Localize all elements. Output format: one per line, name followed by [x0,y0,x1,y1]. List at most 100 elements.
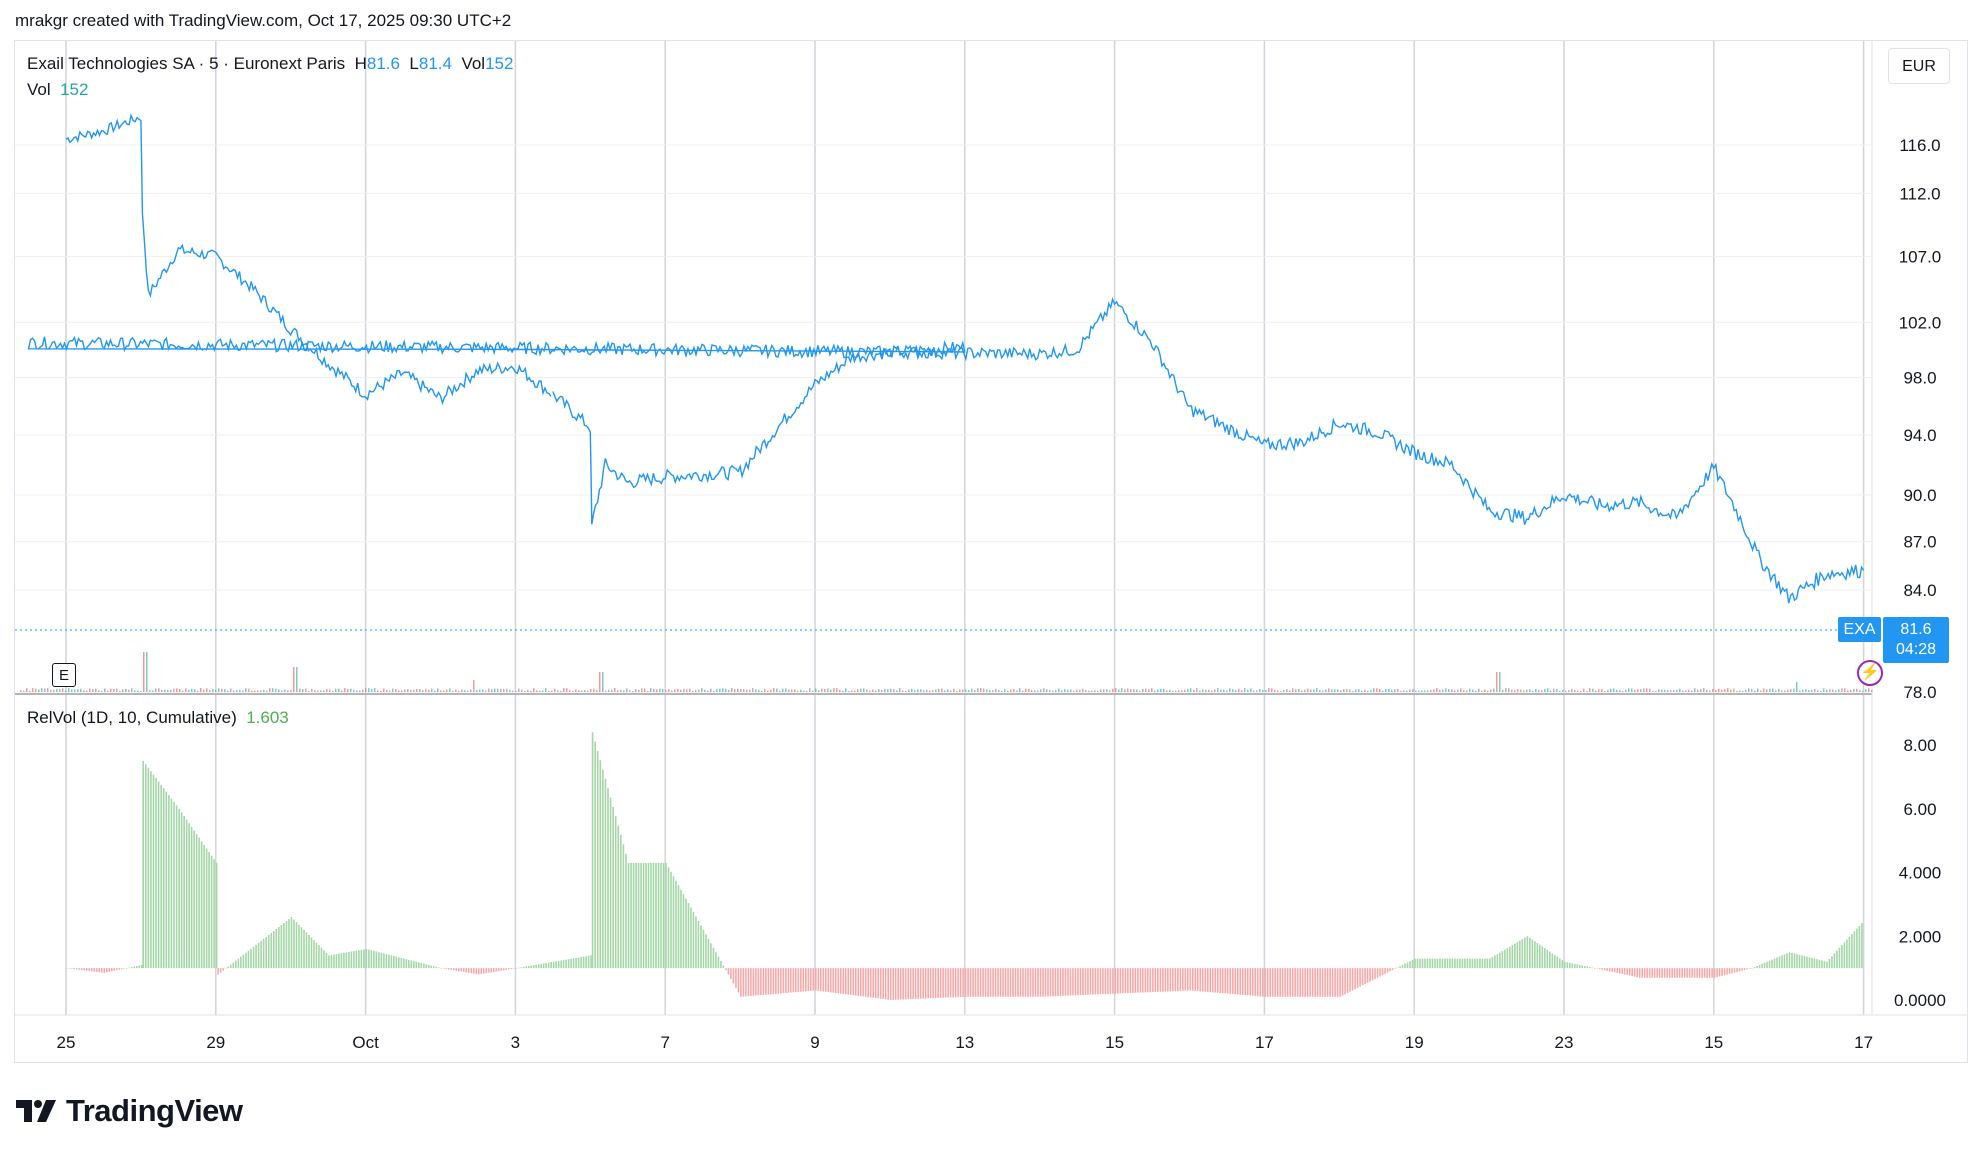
volume-bar [473,680,475,692]
volume-bar [1235,689,1237,692]
volume-bar [1817,690,1819,692]
volume-bar [1232,689,1234,692]
relvol-bar [897,968,899,1000]
low-label: L [409,54,419,73]
relvol-bar [904,968,907,1000]
relvol-bar [285,921,288,969]
volume-bar [278,689,280,692]
relvol-bar [1698,968,1701,978]
relvol-bar [232,962,235,969]
volume-bar [1394,689,1396,692]
volume-bar [236,689,238,692]
relvol-legend[interactable]: RelVol (1D, 10, Cumulative) 1.603 [27,708,289,728]
relvol-bar [602,769,604,969]
relvol-bar [1716,968,1718,978]
earnings-badge[interactable]: E [52,663,76,687]
relvol-bar [1506,948,1509,969]
relvol-bar [1554,954,1556,969]
volume-bar [590,688,592,692]
relvol-bar [932,968,934,999]
symbol-legend[interactable]: Exail Technologies SA · 5 · Euronext Par… [27,54,513,74]
volume-bar [1166,690,1168,692]
volume-bar [533,688,535,692]
volume-bar [1547,688,1549,692]
volume-bar [1802,689,1804,692]
relvol-bar [570,958,572,969]
volume-bar [857,689,859,692]
volume-bar [1649,688,1651,692]
volume-bar [1865,689,1867,692]
relvol-bar [190,826,193,969]
volume-bar [707,690,709,692]
relvol-bar [1583,966,1586,969]
volume-bar [899,688,901,692]
volume-bar [647,690,649,692]
relvol-bar [1196,968,1199,992]
relvol-bar [1404,963,1406,969]
relvol-bar [1189,968,1192,991]
volume-bar [1256,690,1258,692]
volume-bar [1757,688,1759,692]
currency-button[interactable]: EUR [1888,48,1950,84]
volume-bar [1037,690,1039,692]
symbol-title[interactable]: Exail Technologies SA · 5 · Euronext Par… [27,54,346,73]
volume-bar [1133,688,1135,692]
relvol-bar [560,960,562,969]
relvol-bar [1773,958,1776,969]
symbol-price-tag: EXA [1838,617,1881,642]
volume-bar [1199,690,1201,692]
relvol-bar [1623,968,1626,975]
relvol-bar [1256,968,1259,997]
volume-bar [275,688,277,692]
relvol-bar [1104,968,1107,995]
relvol-bar [1191,968,1194,991]
volume-bar [203,689,205,692]
volume-bar [770,689,772,692]
relvol-bar [1024,968,1027,997]
volume-bar [992,690,994,692]
relvol-bar [1221,968,1224,994]
volume-bar [1169,689,1171,692]
volume-bar [1250,688,1252,692]
relvol-bar [118,968,121,970]
relvol-bar [1177,968,1179,991]
volume-bar [1040,689,1042,692]
relvol-bar [777,968,780,994]
price-tick-label: 107.0 [1899,247,1942,266]
relvol-bar [1399,966,1401,969]
volume-bar [1850,689,1852,692]
relvol-bar [1808,957,1811,969]
volume-bar [914,690,916,692]
relvol-bar [889,968,892,1000]
volume-bar [944,690,946,692]
volume-bar [1391,689,1393,692]
relvol-bar [208,852,210,969]
volume-bar [1082,688,1084,692]
volume-legend[interactable]: Vol 152 [27,80,88,100]
relvol-bar [215,862,218,969]
relvol-bar [108,968,111,972]
relvol-bar [657,862,660,969]
relvol-bar [1718,968,1721,977]
relvol-bar [308,934,310,969]
price-tick-label: 102.0 [1899,313,1942,332]
volume-bar [1127,688,1129,692]
volume-bar [1427,690,1429,692]
volume-bar [485,690,487,692]
volume-bar [1454,690,1456,692]
relvol-bar [1004,968,1007,997]
volume-bar [1010,689,1012,692]
relvol-bar [510,968,513,969]
relvol-bar [737,968,740,993]
volume-bar [86,690,88,692]
volume-bar [1043,688,1045,692]
lightning-icon[interactable]: ⚡ [1857,660,1883,686]
relvol-bar [445,968,448,969]
tradingview-logo[interactable]: TradingView [16,1093,243,1129]
relvol-bar [770,968,772,995]
volume-bar [452,690,454,692]
volume-bar [1517,689,1519,692]
volume-bar [1211,690,1213,692]
volume-bar [1610,688,1612,692]
